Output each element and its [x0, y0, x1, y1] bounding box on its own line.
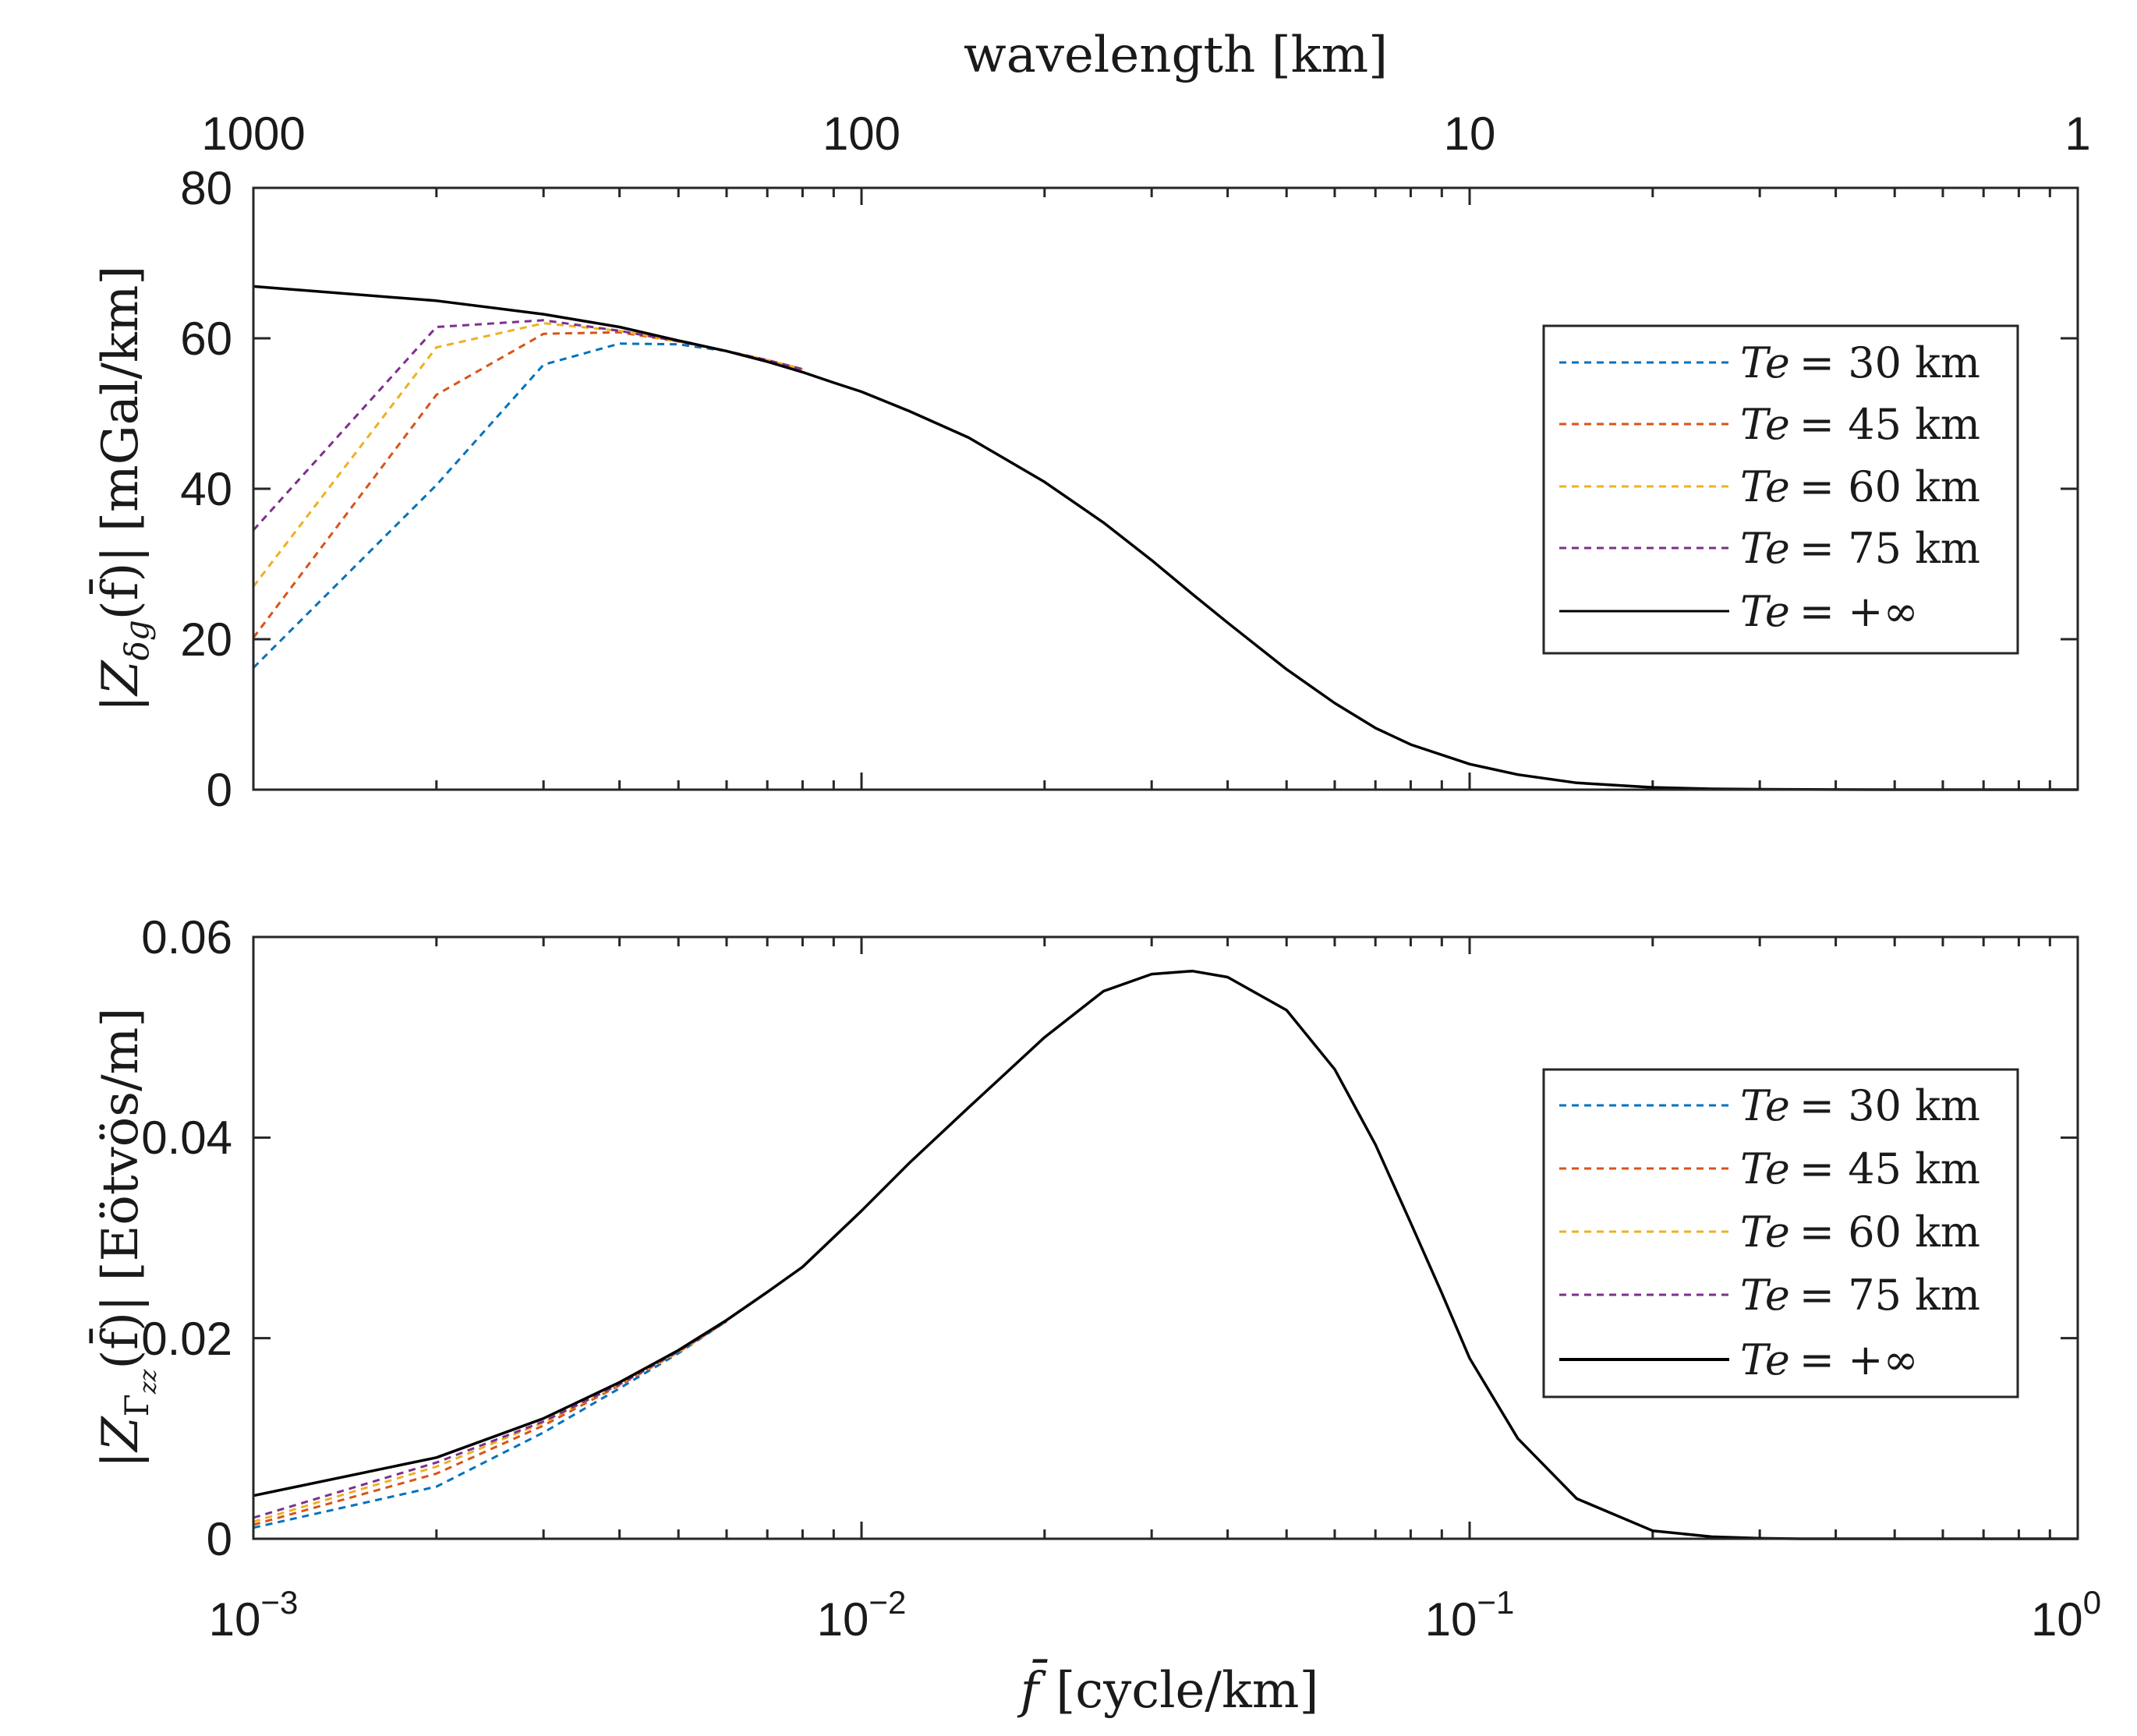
- svg-text:Te= 45 km: Te = 45 km: [1740, 1144, 1980, 1193]
- bottom-x-tick-label: 10−1: [1425, 1584, 1515, 1646]
- top-wavelength-tick: 1000: [201, 108, 305, 160]
- svg-text:Te= 45 km: Te = 45 km: [1740, 400, 1980, 449]
- svg-text:Te= +∞: Te = +∞: [1740, 1335, 1918, 1384]
- svg-text:Te= 75 km: Te = 75 km: [1740, 524, 1980, 573]
- top-y-tick-label: 40: [180, 463, 232, 515]
- top-wavelength-tick: 1: [2064, 108, 2090, 160]
- top-y-axis-label: |Zδg(f̄)|[mGal/km]: [89, 266, 156, 712]
- top-y-tick-label: 20: [180, 613, 232, 666]
- legend-entry: Te = +∞: [1559, 587, 1918, 636]
- legend-entry: Te = 45 km: [1559, 1144, 1980, 1193]
- top-panel: wavelength [km] 1000 100 10 1 0 20 40 60…: [89, 27, 2091, 816]
- bottom-y-tick-label: 0.06: [141, 911, 232, 963]
- top-minor-ticks: [252, 186, 2078, 791]
- bottom-x-tick-label: 10−3: [209, 1584, 299, 1646]
- top-axis-title: wavelength [km]: [964, 27, 1388, 84]
- series-line-te-30-km: [253, 1320, 727, 1529]
- svg-text:Te= 30 km: Te = 30 km: [1740, 338, 1980, 387]
- legend-entry: Te = 75 km: [1559, 524, 1980, 573]
- legend-entry: Te = 30 km: [1559, 338, 1980, 387]
- top-wavelength-tick: 10: [1444, 108, 1496, 160]
- bottom-plot-frame: [252, 935, 2079, 1540]
- svg-text:Te= 60 km: Te = 60 km: [1740, 462, 1980, 511]
- svg-text:Te= +∞: Te = +∞: [1740, 587, 1918, 636]
- bottom-y-tick-label: 0.02: [141, 1313, 232, 1365]
- bottom-panel: 0 0.02 0.04 0.06 10−3 10−2 10−1 100 f̄ [c…: [89, 911, 2101, 1720]
- svg-text:Te= 75 km: Te = 75 km: [1740, 1271, 1980, 1320]
- series-line-te-45-km: [252, 331, 803, 639]
- legend-entry: Te = 45 km: [1559, 400, 1980, 449]
- bottom-x-tick-label: 100: [2031, 1584, 2101, 1646]
- bottom-legend-box: [1542, 1068, 2019, 1398]
- svg-text:Te= 60 km: Te = 60 km: [1740, 1207, 1980, 1257]
- legend-entry: Te = +∞: [1559, 1335, 1918, 1384]
- bottom-y-axis-label: |ZΓzz(f̄)|[Eötvös/m]: [89, 1008, 162, 1469]
- top-y-tick-label: 0: [207, 764, 232, 816]
- series-line-te-45-km: [253, 1320, 727, 1526]
- bottom-legend: Te = 30 km Te = 45 km Te = 60 km Te = 75 km …: [1542, 1068, 2019, 1398]
- top-legend: Te = 30 km Te = 45 km Te = 60 km Te = 75 km …: [1542, 324, 2019, 655]
- top-legend-box: [1542, 324, 2019, 655]
- top-wavelength-tick: 100: [823, 108, 900, 160]
- legend-entry: Te = 60 km: [1559, 1207, 1980, 1257]
- top-plot-frame: [252, 186, 2079, 791]
- bottom-y-tick-label: 0: [207, 1513, 232, 1565]
- bottom-x-tick-label: 10−2: [817, 1584, 907, 1646]
- top-y-tick-label: 60: [180, 313, 232, 365]
- legend-entry: Te = 30 km: [1559, 1081, 1980, 1130]
- bottom-y-tick-label: 0.04: [141, 1112, 232, 1164]
- legend-entry: Te = 75 km: [1559, 1271, 1980, 1320]
- series-line-te-60-km: [253, 1320, 727, 1523]
- bottom-x-axis-label: f̄ [cycle/km]: [1017, 1659, 1319, 1720]
- top-y-tick-label: 80: [180, 162, 232, 214]
- legend-entry: Te = 60 km: [1559, 462, 1980, 511]
- svg-text:Te= 30 km: Te = 30 km: [1740, 1081, 1980, 1130]
